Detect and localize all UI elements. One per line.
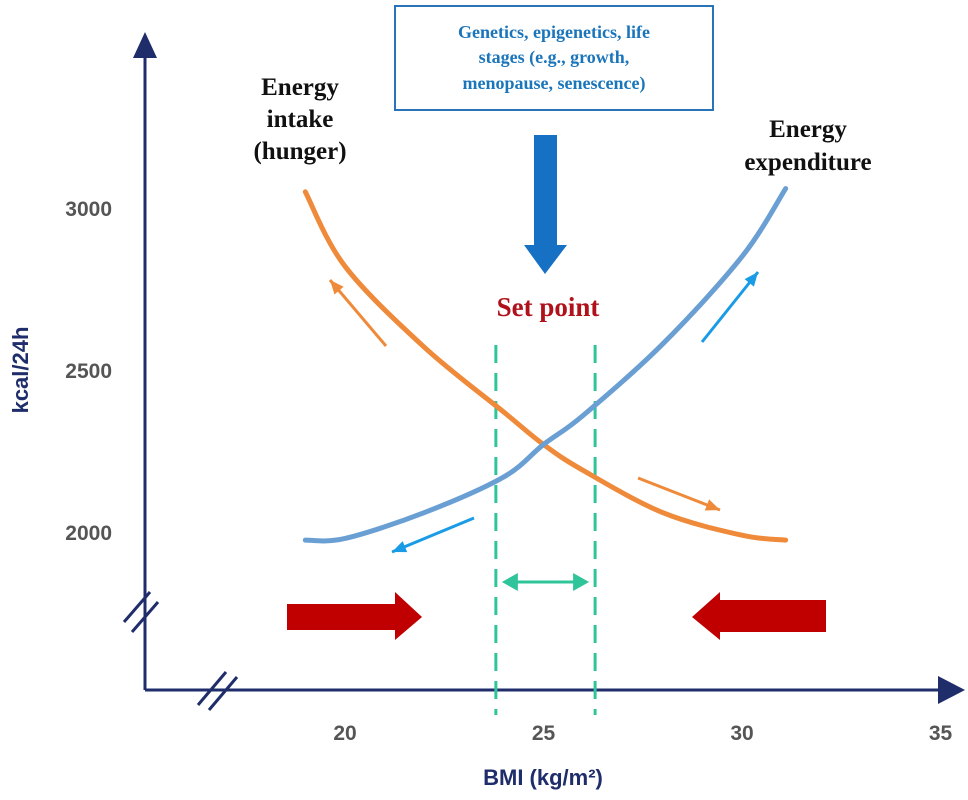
x-axis-label: BMI (kg/m²) [483,765,603,790]
y-tick-label: 3000 [65,198,112,221]
expenditure-label-1: Energy [769,116,847,143]
energy-intake-curve [302,189,789,543]
intake-up-arrow [328,279,388,347]
expenditure-label-2: expenditure [744,149,871,176]
x-tick-label: 30 [730,722,753,745]
intake-up-arrow-head [330,280,344,295]
axes: 20 25 30 35 2000 2500 3000 [65,32,965,745]
red-arrow-left [692,592,826,640]
x-axis-break [196,671,239,711]
expenditure-down-arrow [391,516,475,554]
set-point-label: Set point [497,292,600,322]
x-axis-arrowhead [938,676,965,704]
influences-box: Genetics, epigenetics, life stages (e.g.… [394,5,714,111]
y-axis-label: kcal/24h [8,327,33,414]
intake-label-3: (hunger) [253,138,346,165]
expenditure-up-arrow-head [744,272,758,287]
y-axis-arrowhead [133,32,157,58]
intake-down-arrow-head [704,499,720,511]
expenditure-down-arrow-head [392,541,408,553]
x-tick-label: 35 [929,722,953,745]
intake-label-1: Energy [261,74,339,101]
y-axis-break [122,591,160,633]
influence-down-arrow [524,135,567,274]
marks [287,135,826,715]
y-tick-label: 2500 [65,360,112,383]
expenditure-up-arrow [700,271,760,343]
box-line-2: stages (e.g., growth, [478,47,630,68]
box-line-3: menopause, senescence) [462,72,646,93]
y-tick-label: 2000 [65,522,112,545]
intake-label-2: intake [267,106,334,133]
x-tick-label: 20 [333,722,356,745]
box-line-1: Genetics, epigenetics, life [458,22,650,43]
intake-down-arrow [637,476,721,512]
x-tick-label: 25 [532,722,556,745]
red-arrow-right [287,592,422,640]
energy-expenditure-curve [302,186,789,544]
